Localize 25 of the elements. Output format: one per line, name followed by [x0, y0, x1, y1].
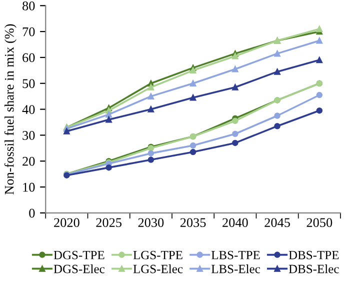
legend-label: LGS-TPE	[133, 250, 182, 260]
x-tick-label: 2025	[96, 218, 122, 228]
x-tick-label: 2045	[264, 218, 290, 228]
legend-label: LGS-Elec	[133, 264, 183, 274]
x-tick-label: 2035	[180, 218, 206, 228]
legend-label: LBS-TPE	[211, 250, 260, 260]
legend-label: DBS-Elec	[288, 264, 339, 274]
y-tick-label: 0	[29, 208, 35, 218]
legend-label: DBS-TPE	[288, 250, 339, 260]
y-tick-label: 40	[22, 105, 35, 114]
legend-label: LBS-Elec	[211, 264, 260, 274]
x-tick-label: 2040	[222, 218, 248, 228]
x-tick-label: 2030	[138, 218, 164, 228]
x-tick-label: 2050	[306, 218, 332, 228]
y-tick-label: 30	[22, 130, 35, 140]
x-tick-label: 2020	[54, 218, 80, 228]
y-axis-title: Non-fossil fuel share in mix (%)	[4, 24, 16, 194]
y-tick-label: 80	[22, 1, 35, 10]
legend-label: DGS-TPE	[54, 250, 104, 260]
y-tick-label: 50	[22, 79, 35, 88]
y-tick-label: 20	[22, 156, 35, 166]
legend-label: DGS-Elec	[54, 264, 104, 274]
y-tick-label: 70	[22, 27, 35, 36]
y-tick-label: 10	[23, 182, 35, 192]
y-tick-label: 60	[22, 53, 35, 62]
